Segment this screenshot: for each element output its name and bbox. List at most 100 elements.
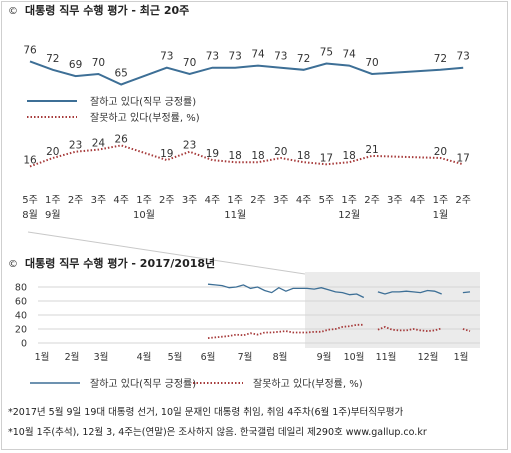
- series2-positive-line: [462, 291, 471, 294]
- month-tick-label: 3월: [94, 351, 109, 363]
- neg-value-label: 20: [46, 146, 59, 158]
- legend-neg-label: 잘못하고 있다(부정률, %): [90, 111, 200, 124]
- pos-value-label: 72: [434, 53, 447, 65]
- pos-value-label: 75: [320, 47, 333, 59]
- y-tick-label: 60: [15, 297, 27, 308]
- x-tick-month: 10월: [133, 209, 155, 221]
- month-tick-label: 7월: [238, 351, 253, 363]
- pos-value-label: 74: [251, 49, 265, 61]
- x-tick-week: 3주: [91, 195, 107, 206]
- pos-value-label: 76: [23, 44, 37, 56]
- neg-value-label: 23: [69, 140, 82, 152]
- chart2-legend: 잘하고 있다(직무 긍정률) 잘못하고 있다(부정률, %): [30, 377, 363, 390]
- x-tick-week: 2주: [68, 195, 84, 206]
- month-tick-label: 12월: [418, 351, 439, 363]
- y-tick-label: 80: [15, 283, 27, 294]
- pos-value-label: 65: [115, 68, 128, 80]
- x-tick-week: 3주: [182, 195, 198, 206]
- chart2-title-group: © 대통령 직무 수행 평가 - 2017/2018년: [8, 256, 215, 270]
- neg-value-label: 23: [183, 140, 196, 152]
- neg-value-label: 17: [457, 152, 470, 164]
- x-tick-week: 4주: [205, 195, 221, 206]
- month-tick-label: 10월: [344, 351, 365, 363]
- series2-positive-line: [377, 289, 442, 295]
- neg-value-label: 21: [365, 144, 378, 156]
- x-tick-week: 4주: [296, 195, 312, 206]
- series2-negative-line: [377, 325, 442, 333]
- x-tick-week: 1주: [341, 195, 357, 206]
- month-tick-label: 5월: [168, 351, 183, 363]
- y-tick-label: 40: [15, 311, 27, 322]
- x-tick-week: 2주: [455, 195, 471, 206]
- pos-value-label: 70: [183, 57, 196, 69]
- x-tick-week: 5주: [319, 195, 335, 206]
- neg-value-label: 18: [343, 150, 356, 162]
- chart1-title-group: © 대통령 직무 수행 평가 - 최근 20주: [8, 3, 189, 17]
- month-tick-label: 6월: [201, 351, 216, 363]
- pos-value-label: 73: [160, 51, 173, 63]
- series-negative-line: [29, 144, 464, 168]
- neg-value-label: 18: [229, 150, 242, 162]
- pos-value-label: 70: [365, 57, 378, 69]
- x-tick-month: 1월: [433, 209, 449, 221]
- neg-value-label: 18: [251, 150, 264, 162]
- footnote-1: *2017년 5월 9일 19대 대통령 선거, 10일 문재인 대통령 취임,…: [8, 406, 403, 418]
- x-tick-week: 1주: [45, 195, 61, 206]
- neg-value-label: 24: [92, 138, 106, 150]
- neg-value-label: 19: [206, 148, 219, 160]
- legend-pos-label: 잘하고 있다(직무 긍정률): [90, 95, 196, 108]
- x-tick-month: 8월: [22, 209, 38, 221]
- x-tick-week: 1주: [433, 195, 449, 206]
- pos-value-label: 72: [297, 53, 310, 65]
- chart1-legend: 잘하고 있다(직무 긍정률) 잘못하고 있다(부정률, %): [27, 95, 200, 124]
- x-tick-week: 2주: [364, 195, 380, 206]
- neg-value-label: 26: [115, 133, 129, 145]
- zoom-region: [305, 272, 480, 348]
- y-tick-label: 0: [21, 339, 27, 350]
- neg-value-label: 17: [320, 152, 333, 164]
- x-tick-week: 5주: [22, 195, 38, 206]
- pos-value-label: 74: [343, 49, 357, 61]
- chart1-title: 대통령 직무 수행 평가 - 최근 20주: [25, 3, 189, 17]
- series-positive-line: [29, 60, 464, 86]
- legend2-neg-label: 잘못하고 있다(부정률, %): [253, 377, 363, 390]
- x-tick-week: 3주: [273, 195, 289, 206]
- pos-value-label: 73: [229, 51, 242, 63]
- zoom-connector: [27, 231, 306, 275]
- month-tick-label: 1월: [454, 351, 469, 363]
- footnote-2: *10월 1주(추석), 12월 3, 4주는(연말)은 조사하지 않음. 한국…: [8, 426, 427, 438]
- x-tick-week: 4주: [410, 195, 426, 206]
- series2-positive-line: [207, 283, 365, 299]
- x-tick-week: 2주: [159, 195, 175, 206]
- pos-value-label: 73: [274, 51, 287, 63]
- legend2-pos-label: 잘하고 있다(직무 긍정률): [90, 377, 196, 390]
- y-tick-label: 20: [15, 325, 27, 336]
- pos-value-label: 73: [457, 51, 470, 63]
- chart2-plot: 80 60 40 20 0 1월 2월 3월 4월 5월 6월 7월 8월 9월 10월 11월 12월 1월: [15, 272, 480, 363]
- series2-negative-line: [462, 328, 471, 332]
- month-tick-label: 9월: [317, 351, 332, 363]
- x-tick-week: 4주: [113, 195, 129, 206]
- pos-value-label: 73: [206, 51, 219, 63]
- x-tick-month: 11월: [224, 209, 246, 221]
- gallup-g-icon-2: ©: [8, 259, 18, 270]
- neg-value-label: 20: [274, 146, 287, 158]
- x-tick-week: 1주: [136, 195, 152, 206]
- neg-value-label: 20: [434, 146, 447, 158]
- neg-value-label: 16: [23, 154, 37, 166]
- chart2-title: 대통령 직무 수행 평가 - 2017/2018년: [25, 256, 215, 270]
- pos-value-label: 72: [46, 53, 59, 65]
- pos-value-label: 70: [92, 57, 105, 69]
- month-tick-label: 1월: [35, 351, 50, 363]
- month-tick-label: 2월: [65, 351, 80, 363]
- gallup-g-icon: ©: [8, 6, 18, 17]
- month-tick-label: 8월: [273, 351, 288, 363]
- x-tick-week: 1주: [227, 195, 243, 206]
- x-tick-week: 2주: [250, 195, 266, 206]
- x-tick-month: 9월: [45, 209, 61, 221]
- neg-value-label: 19: [160, 148, 173, 160]
- month-tick-label: 11월: [376, 351, 397, 363]
- month-tick-label: 4월: [137, 351, 152, 363]
